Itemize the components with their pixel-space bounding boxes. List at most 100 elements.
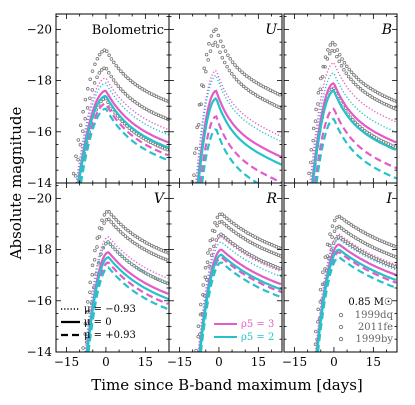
obs-point xyxy=(118,230,123,234)
panel-label: Bolometric xyxy=(92,23,164,38)
obs-point xyxy=(314,329,318,334)
obs-point xyxy=(311,126,316,131)
obs-point xyxy=(344,71,349,75)
obs-point xyxy=(85,310,90,314)
obs-point xyxy=(194,146,199,151)
obs-point xyxy=(352,73,356,77)
obs-point xyxy=(252,79,256,83)
obs-point xyxy=(221,234,226,238)
obs-point xyxy=(125,94,130,98)
obs-point xyxy=(219,39,223,44)
obs-point xyxy=(92,257,97,262)
obs-point xyxy=(166,99,169,104)
obs-point xyxy=(316,91,321,95)
x-tick-label: −15 xyxy=(167,355,192,369)
obs-point xyxy=(201,84,206,89)
obs-point xyxy=(118,87,123,91)
obs-point xyxy=(347,221,351,226)
obs-point xyxy=(363,90,367,95)
obs-point xyxy=(235,245,240,249)
obs-point xyxy=(229,220,234,224)
obs-point xyxy=(100,49,104,54)
obs-point xyxy=(244,86,248,91)
obs-point xyxy=(121,89,125,94)
obs-point xyxy=(122,256,127,261)
legend-rho-label: ρ5 = 2 xyxy=(241,332,274,343)
obs-point xyxy=(314,107,318,112)
obs-point xyxy=(95,75,99,79)
obs-point xyxy=(135,243,139,247)
obs-point xyxy=(225,64,229,69)
obs-point xyxy=(102,221,106,225)
obs-point xyxy=(97,71,102,75)
obs-point xyxy=(112,215,116,220)
legend-data-label: 1999by xyxy=(356,334,394,345)
obs-point xyxy=(349,223,354,227)
obs-point xyxy=(103,241,108,246)
panel-plot-area xyxy=(194,212,282,352)
obs-point xyxy=(113,247,117,252)
obs-point xyxy=(361,81,366,86)
model-rho2-dashed-line xyxy=(199,261,282,352)
obs-point xyxy=(116,227,121,232)
obs-point xyxy=(199,302,203,307)
obs-1999dq xyxy=(307,40,397,176)
obs-point xyxy=(222,221,226,226)
model-rho2-dotted-line xyxy=(198,241,282,352)
obs-point xyxy=(212,244,216,249)
obs-point xyxy=(371,88,375,92)
panel-ticks xyxy=(169,14,282,184)
obs-point xyxy=(224,236,228,240)
obs-point xyxy=(116,66,121,71)
obs-point xyxy=(132,264,136,268)
obs-point xyxy=(327,243,332,248)
obs-point xyxy=(332,229,337,233)
obs-point xyxy=(356,84,360,89)
obs-point xyxy=(213,40,218,45)
obs-point xyxy=(229,227,234,232)
obs-point xyxy=(90,69,95,73)
obs-point xyxy=(126,228,130,233)
obs-point xyxy=(323,64,327,69)
obs-point xyxy=(216,33,221,38)
obs-point xyxy=(130,232,135,236)
y-tick-label: −20 xyxy=(27,191,52,205)
obs-point xyxy=(242,72,247,76)
panel-plot-area xyxy=(190,27,282,183)
obs-point xyxy=(114,81,118,85)
obs-point xyxy=(256,94,260,98)
obs-point xyxy=(123,234,128,238)
y-tick-label: −16 xyxy=(27,294,52,308)
legend-rho-label: ρ5 = 3 xyxy=(241,319,274,330)
obs-point xyxy=(227,225,231,230)
obs-point xyxy=(97,234,102,239)
obs-point xyxy=(138,85,142,90)
obs-point xyxy=(349,70,354,75)
obs-point xyxy=(166,258,169,263)
obs-point xyxy=(140,87,144,91)
obs-point xyxy=(121,72,126,76)
obs-point xyxy=(90,263,95,268)
obs-point xyxy=(111,78,116,82)
model-rho2-dotted-line xyxy=(85,241,169,352)
obs-point xyxy=(166,251,169,255)
obs-point xyxy=(234,231,238,235)
model-rho3-solid-line xyxy=(198,248,282,352)
obs-point xyxy=(118,252,122,256)
obs-1999dq xyxy=(312,214,397,358)
obs-2011fe xyxy=(83,217,169,336)
model-rho2-dashed-line xyxy=(201,128,260,183)
obs-point xyxy=(133,82,137,86)
obs-point xyxy=(111,222,116,227)
obs-point xyxy=(342,67,346,72)
obs-point xyxy=(312,355,315,358)
obs-point xyxy=(196,123,201,127)
model-rho3-dotted-line xyxy=(197,236,282,352)
obs-point xyxy=(83,117,87,121)
obs-point xyxy=(88,77,92,82)
obs-point xyxy=(130,98,135,102)
obs-point xyxy=(114,218,118,222)
obs-point xyxy=(210,237,215,241)
model-rho2-dotted-line xyxy=(195,74,282,183)
obs-point xyxy=(342,218,346,222)
